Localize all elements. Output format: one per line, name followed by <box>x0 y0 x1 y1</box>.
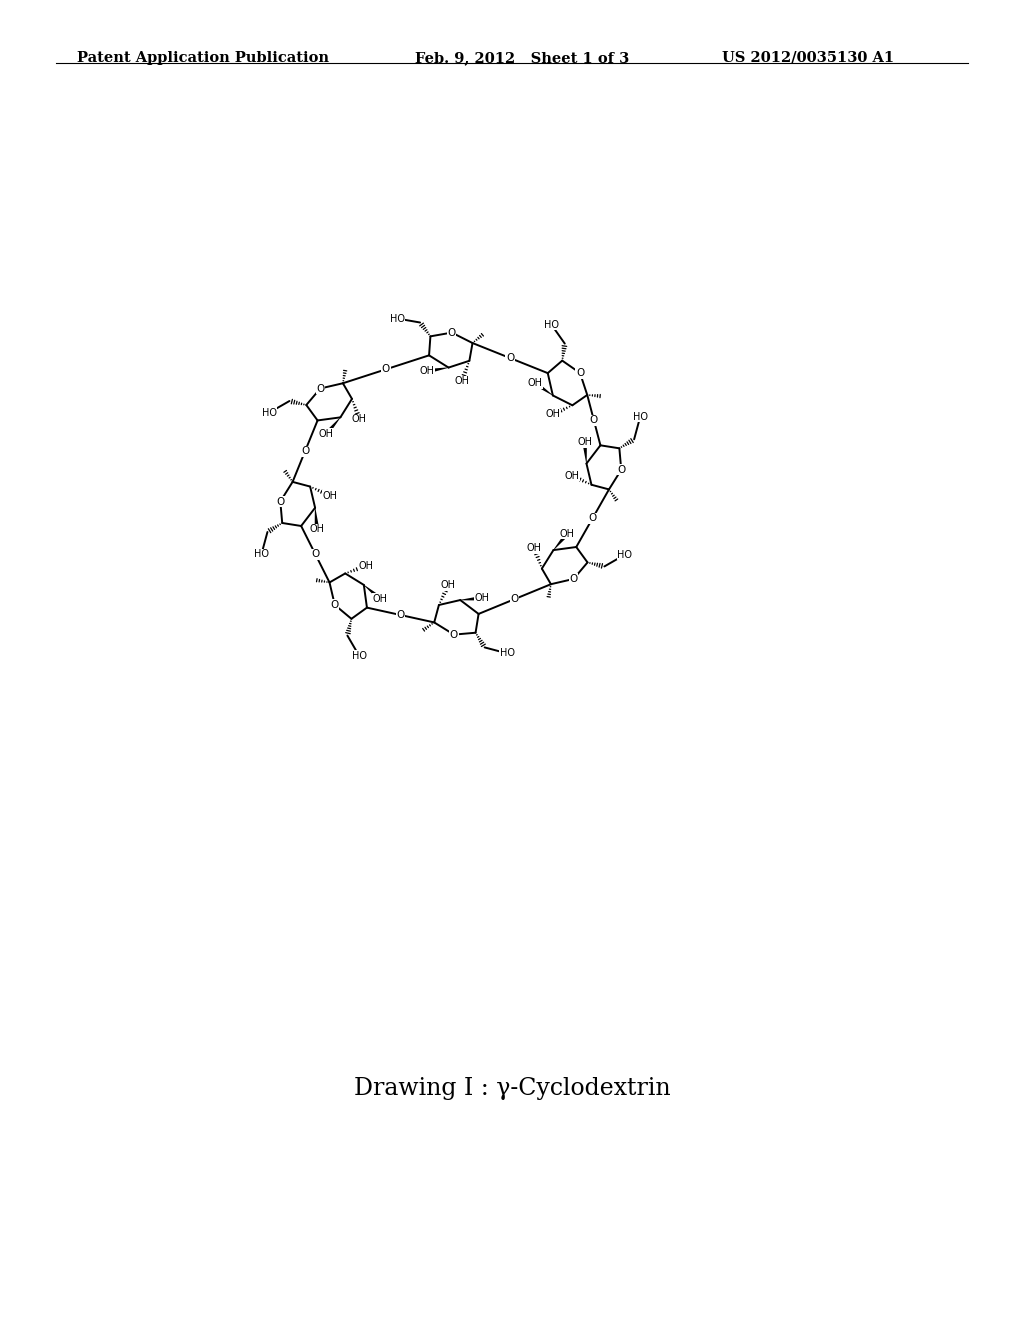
Text: O: O <box>331 601 339 610</box>
Text: OH: OH <box>309 524 325 535</box>
Text: O: O <box>506 352 514 363</box>
Polygon shape <box>325 417 341 436</box>
Text: O: O <box>617 465 626 475</box>
Polygon shape <box>460 595 482 601</box>
Text: O: O <box>311 549 319 560</box>
Text: O: O <box>382 364 390 375</box>
Text: Patent Application Publication: Patent Application Publication <box>77 50 329 65</box>
Text: O: O <box>589 513 597 523</box>
Text: OH: OH <box>352 414 367 424</box>
Polygon shape <box>314 508 319 529</box>
Text: OH: OH <box>545 409 560 420</box>
Text: OH: OH <box>358 561 373 572</box>
Text: OH: OH <box>527 378 543 388</box>
Text: O: O <box>276 496 285 507</box>
Text: OH: OH <box>420 367 434 376</box>
Polygon shape <box>553 532 569 550</box>
Text: O: O <box>511 594 519 605</box>
Text: O: O <box>316 384 325 393</box>
Text: O: O <box>447 327 456 338</box>
Text: OH: OH <box>318 429 334 438</box>
Text: OH: OH <box>560 528 574 539</box>
Text: OH: OH <box>564 471 580 480</box>
Polygon shape <box>364 585 382 601</box>
Text: O: O <box>569 574 578 583</box>
Text: O: O <box>301 446 309 457</box>
Polygon shape <box>534 381 553 396</box>
Text: OH: OH <box>440 581 456 590</box>
Text: HO: HO <box>633 412 647 422</box>
Text: OH: OH <box>474 593 489 603</box>
Text: HO: HO <box>500 648 515 659</box>
Text: OH: OH <box>373 594 388 603</box>
Text: OH: OH <box>527 544 542 553</box>
Text: O: O <box>590 414 598 425</box>
Text: HO: HO <box>262 408 276 417</box>
Text: OH: OH <box>455 376 469 385</box>
Text: HO: HO <box>254 549 269 560</box>
Text: HO: HO <box>351 651 367 660</box>
Text: Drawing I : γ-Cyclodextrin: Drawing I : γ-Cyclodextrin <box>353 1077 671 1101</box>
Text: O: O <box>396 610 404 620</box>
Text: US 2012/0035130 A1: US 2012/0035130 A1 <box>722 50 894 65</box>
Polygon shape <box>583 442 587 463</box>
Text: OH: OH <box>323 491 337 500</box>
Text: O: O <box>450 630 458 640</box>
Text: Feb. 9, 2012   Sheet 1 of 3: Feb. 9, 2012 Sheet 1 of 3 <box>415 50 629 65</box>
Text: HO: HO <box>617 550 632 560</box>
Text: HO: HO <box>390 314 404 323</box>
Text: O: O <box>575 368 584 378</box>
Text: HO: HO <box>544 319 559 330</box>
Polygon shape <box>427 367 449 374</box>
Text: OH: OH <box>578 437 592 447</box>
